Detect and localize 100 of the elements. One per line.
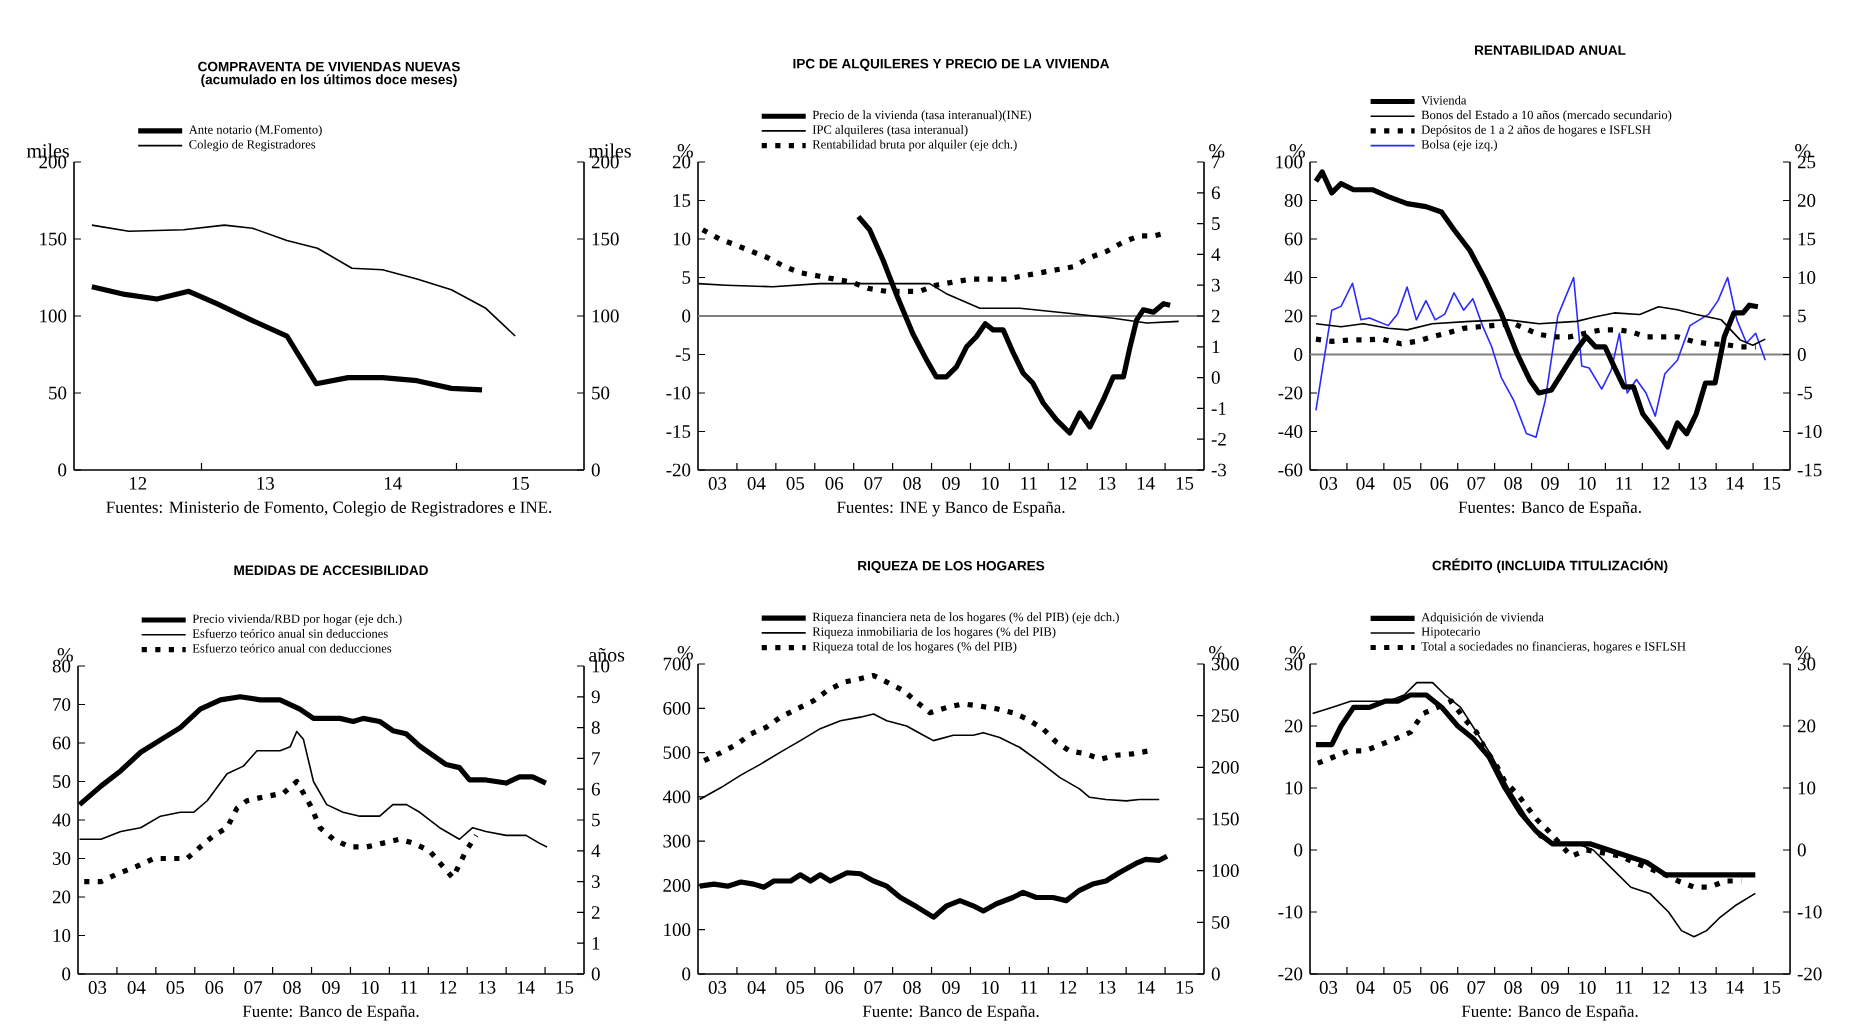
y2-tick-label: 2 bbox=[591, 906, 600, 919]
y2-axis-title: % bbox=[1795, 646, 1811, 660]
y-tick-label: 200 bbox=[39, 155, 67, 169]
x-tick-label: 09 bbox=[1541, 981, 1559, 994]
y2-tick-label: 8 bbox=[591, 721, 600, 734]
y2-tick-label: 150 bbox=[592, 232, 619, 246]
y2-tick-label: 5 bbox=[1798, 309, 1806, 323]
x-tick-label: 06 bbox=[1430, 981, 1449, 994]
y2-tick-label: -20 bbox=[1797, 967, 1822, 981]
x-tick-label: 05 bbox=[166, 981, 185, 994]
x-tick-label: 08 bbox=[283, 981, 301, 994]
y-tick-label: 150 bbox=[40, 232, 67, 246]
y-tick-label: 200 bbox=[663, 879, 691, 892]
x-tick-label: 04 bbox=[747, 981, 766, 994]
y-axis-title: % bbox=[677, 144, 693, 158]
y2-tick-label: 4 bbox=[1211, 248, 1221, 261]
x-tick-label: 10 bbox=[1579, 477, 1596, 490]
line-series bbox=[1315, 276, 1767, 439]
y2-tick-label: -10 bbox=[1797, 905, 1822, 919]
x-tick-label: 09 bbox=[942, 477, 960, 490]
y-axis-title: % bbox=[1289, 144, 1305, 158]
y-axis-title: miles bbox=[26, 143, 69, 158]
x-tick-label: 09 bbox=[942, 981, 960, 994]
y-tick-label: 10 bbox=[53, 929, 71, 942]
y2-tick-label: 0 bbox=[591, 463, 600, 477]
y-tick-label: 60 bbox=[52, 736, 71, 750]
y2-tick-label: 20 bbox=[1797, 194, 1816, 207]
x-tick-label: 05 bbox=[786, 981, 805, 994]
x-tick-label: 12 bbox=[1652, 981, 1670, 994]
y-tick-label: 10 bbox=[1285, 781, 1303, 795]
y2-tick-label: 9 bbox=[591, 690, 600, 704]
x-tick-label: 13 bbox=[478, 981, 496, 994]
y-tick-label: 50 bbox=[49, 386, 67, 400]
y2-tick-label: 6 bbox=[1211, 186, 1220, 200]
y-tick-label: 15 bbox=[673, 194, 691, 207]
y2-tick-label: 3 bbox=[591, 875, 600, 888]
y-tick-label: 700 bbox=[663, 657, 691, 671]
source-note: Fuentes: Ministerio de Fomento, Colegio de Registradores e INE. bbox=[106, 501, 552, 517]
y-tick-label: 0 bbox=[1294, 843, 1303, 857]
y2-tick-label: 0 bbox=[1797, 843, 1806, 857]
y2-tick-label: 10 bbox=[1798, 271, 1816, 284]
y-tick-label: -20 bbox=[1278, 967, 1303, 981]
y2-tick-label: 0 bbox=[1211, 967, 1220, 981]
y2-tick-label: -5 bbox=[1797, 386, 1813, 400]
y2-tick-label: -2 bbox=[1211, 432, 1226, 446]
y2-tick-label: 50 bbox=[592, 386, 610, 400]
y2-tick-label: 10 bbox=[1798, 781, 1816, 795]
source-note: Fuente: Banco de España. bbox=[242, 1005, 419, 1021]
x-tick-label: 04 bbox=[127, 981, 146, 994]
x-tick-label: 07 bbox=[244, 981, 263, 994]
x-tick-label: 12 bbox=[1652, 477, 1670, 490]
y-tick-label: -60 bbox=[1278, 463, 1303, 477]
y-tick-label: 30 bbox=[52, 852, 71, 865]
y2-tick-label: 30 bbox=[1797, 657, 1816, 671]
y-tick-label: 500 bbox=[663, 746, 691, 759]
x-tick-label: 13 bbox=[1689, 981, 1707, 994]
y2-tick-label: 1 bbox=[592, 936, 600, 950]
y-tick-label: 20 bbox=[1284, 719, 1303, 733]
y-tick-label: 100 bbox=[40, 309, 67, 323]
y-tick-label: -5 bbox=[675, 348, 691, 361]
x-tick-label: 05 bbox=[1393, 981, 1412, 994]
x-tick-label: 15 bbox=[1176, 981, 1194, 994]
y-tick-label: 80 bbox=[1284, 194, 1303, 207]
y-tick-label: 80 bbox=[52, 659, 71, 673]
y2-axis-title: % bbox=[1209, 646, 1225, 660]
line-series bbox=[89, 284, 485, 393]
x-tick-label: 11 bbox=[401, 981, 417, 994]
x-tick-label: 07 bbox=[864, 981, 883, 994]
y-tick-label: -20 bbox=[1278, 386, 1303, 400]
y2-tick-label: 300 bbox=[1211, 657, 1239, 671]
y-tick-label: 5 bbox=[682, 271, 691, 284]
source-note: Fuentes: INE y Banco de España. bbox=[836, 501, 1065, 517]
source-note: Fuente: Banco de España. bbox=[862, 1005, 1039, 1021]
x-tick-label: 14 bbox=[1137, 981, 1155, 994]
x-tick-label: 15 bbox=[1763, 477, 1781, 490]
y2-tick-label: 6 bbox=[591, 782, 600, 796]
y-tick-label: 60 bbox=[1284, 232, 1303, 246]
x-tick-label: 07 bbox=[1467, 477, 1486, 490]
x-tick-label: 13 bbox=[1689, 477, 1707, 490]
source-note: Fuentes: Banco de España. bbox=[1458, 501, 1641, 517]
y2-axis-title: miles bbox=[588, 143, 631, 158]
x-tick-label: 07 bbox=[1467, 981, 1486, 994]
x-tick-label: 06 bbox=[205, 981, 224, 994]
x-tick-label: 12 bbox=[1059, 477, 1077, 490]
y2-tick-label: 0 bbox=[591, 967, 600, 981]
x-tick-label: 09 bbox=[322, 981, 340, 994]
x-tick-label: 14 bbox=[1137, 477, 1155, 490]
x-tick-label: 03 bbox=[1319, 981, 1338, 994]
y2-tick-label: 10 bbox=[592, 659, 610, 673]
y-tick-label: 400 bbox=[662, 790, 691, 804]
x-tick-label: 13 bbox=[257, 477, 274, 490]
x-tick-label: 12 bbox=[1059, 981, 1077, 994]
y2-tick-label: 200 bbox=[591, 155, 619, 169]
x-tick-label: 04 bbox=[1356, 981, 1375, 994]
y2-tick-label: -1 bbox=[1211, 402, 1226, 415]
y-tick-label: -15 bbox=[666, 425, 691, 438]
y-tick-label: 20 bbox=[1284, 309, 1303, 323]
y-tick-label: 70 bbox=[53, 698, 71, 711]
y2-tick-label: 50 bbox=[1212, 915, 1230, 929]
y2-axis-title: % bbox=[1795, 144, 1811, 158]
